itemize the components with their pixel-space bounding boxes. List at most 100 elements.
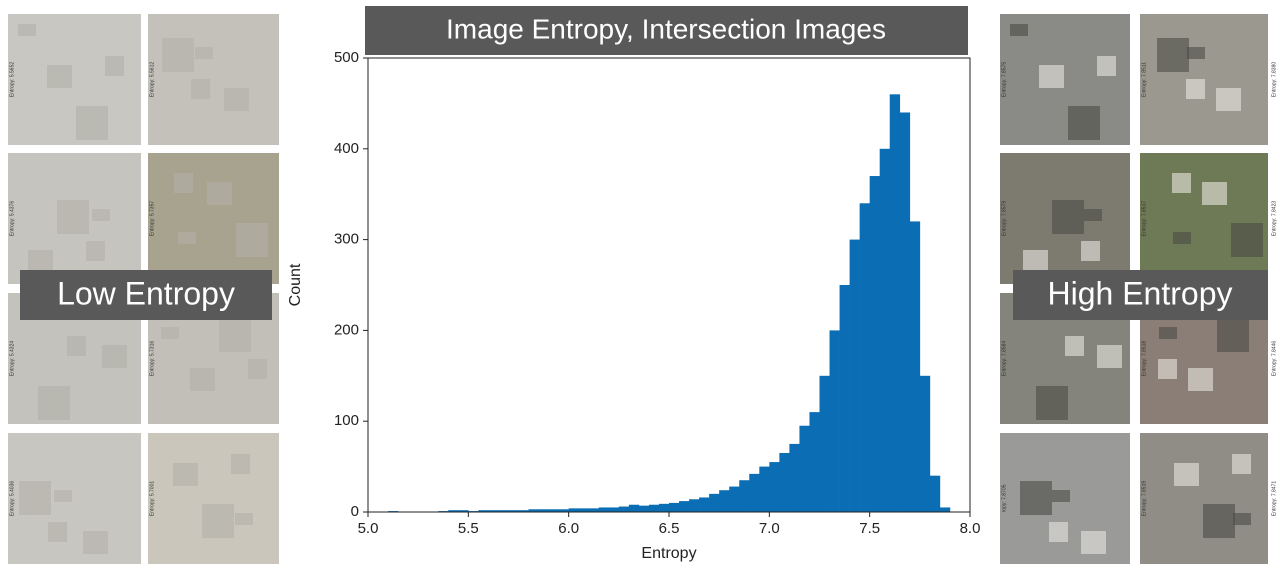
tile-texture [1097,56,1116,76]
tile-texture [219,318,251,352]
bar [508,510,519,512]
tile-texture [248,359,267,379]
bar [598,507,610,512]
tile-texture [1216,88,1241,111]
tile-texture [1081,531,1106,554]
bar [458,510,469,512]
tile-texture [1052,490,1070,502]
tile-texture [190,368,215,391]
tile-texture [57,200,89,234]
tile-texture [1036,386,1068,420]
bar [518,510,529,512]
tile-texture [1081,241,1100,261]
bar [568,508,579,512]
bar [679,501,690,512]
bar [538,509,549,512]
image-tile [1140,433,1268,564]
x-tick-label: 5.5 [458,520,479,537]
bar [608,507,620,512]
x-tick-label: 7.5 [859,520,880,537]
bar [709,493,720,512]
bar [448,510,459,512]
bar [849,239,860,512]
tile-texture [173,463,198,486]
bar [648,504,660,512]
tile-texture [1233,513,1251,525]
bar [699,497,710,512]
y-tick-label: 500 [334,49,359,66]
bar [729,486,740,512]
bar [669,502,680,512]
title-box [365,6,968,55]
tile-texture [235,513,253,525]
tile-texture [1186,79,1205,99]
bar [809,412,820,512]
bar [558,509,569,512]
tile-texture [178,232,196,244]
tile-texture [28,250,53,273]
bar [548,509,559,512]
tile-caption: Entropy: 7.8517 [1141,201,1147,237]
tile-caption: Entropy: 5.7357 [149,201,155,237]
tile-caption: Entropy: 7.8519 [1141,481,1147,517]
tile-caption: Entropy: 7.8511 [1141,62,1147,97]
bar [528,509,539,512]
chart-title: Image Entropy, Intersection Images [446,13,886,44]
tile-texture [18,24,36,36]
tile-texture [1065,336,1084,356]
bar [819,375,830,512]
bar [628,504,640,512]
tile-texture [54,490,72,502]
image-tile [148,14,279,145]
bar [488,510,499,512]
tile-texture [236,223,268,257]
tile-caption: Entropy: 7.8471 [1271,481,1277,517]
tile-texture [1157,38,1189,72]
tile-texture [1049,522,1068,542]
tile-texture [1010,24,1028,36]
bar [689,499,700,512]
x-tick-label: 8.0 [960,520,981,537]
tile-texture [1231,223,1263,257]
bar [859,203,870,512]
x-tick-label: 6.0 [558,520,579,537]
bar [478,510,489,512]
tile-texture [1020,481,1052,515]
y-tick-label: 0 [351,503,359,520]
tile-caption: Entropy: 7.8518 [1141,341,1147,377]
bar [789,443,800,512]
bar [899,112,911,512]
tile-caption: Entropy: 5.5612 [149,62,155,98]
tile-texture [38,386,70,420]
tile-texture [1084,209,1102,221]
bar [839,285,850,512]
bar [889,94,901,512]
y-tick-label: 200 [334,321,359,338]
bar [739,480,750,512]
tile-texture [67,336,86,356]
tile-texture [76,106,108,140]
tile-texture [47,65,72,88]
tile-caption: Entropy: 5.7316 [149,341,155,377]
bar [869,176,880,513]
image-tile [148,153,279,284]
y-axis-label: Count [287,263,304,306]
tile-texture [105,56,124,76]
tile-texture [191,79,210,99]
tile-texture [1217,318,1249,352]
tile-texture [1068,106,1100,140]
bar [939,507,951,512]
tile-caption: Entropy: 7.8575 [1001,62,1007,98]
tile-caption: Entropy: 5.4324 [9,341,15,377]
tile-caption: Entropy: 5.4376 [9,201,15,237]
bar [879,148,891,513]
tile-caption: Entropy: 7.8423 [1271,201,1277,237]
x-tick-label: 7.0 [759,520,780,537]
tile-caption: ropy: 7.8705 [1001,484,1007,512]
bar [909,221,921,512]
tile-texture [86,241,105,261]
tile-texture [1188,368,1213,391]
bar [588,508,600,512]
bar [658,503,670,512]
